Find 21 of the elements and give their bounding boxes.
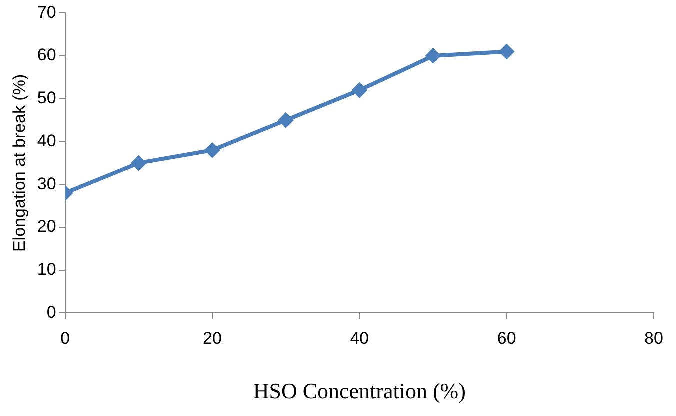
point xyxy=(130,155,147,172)
x-tick-label: 0 xyxy=(60,329,70,348)
y-tick-label: 70 xyxy=(37,2,56,22)
y-tick-label: 50 xyxy=(37,88,56,108)
point xyxy=(352,82,368,98)
point xyxy=(425,48,442,64)
point xyxy=(204,142,220,158)
y-tick-label: 10 xyxy=(37,260,56,280)
y-tick-label: 0 xyxy=(46,302,56,322)
x-axis-title: HSO Concentration (%) xyxy=(253,378,466,404)
x-tick-label: 60 xyxy=(497,329,516,348)
y-tick-label: 30 xyxy=(37,174,56,194)
x-tick-label: 20 xyxy=(203,329,222,348)
point xyxy=(498,44,515,60)
y-tick-label: 40 xyxy=(37,131,56,150)
x-tick-label: 80 xyxy=(644,329,664,348)
y-tick-label: 20 xyxy=(37,217,56,236)
y-tick-label: 60 xyxy=(37,46,56,65)
x-tick-label: 40 xyxy=(350,329,370,348)
point xyxy=(278,112,294,128)
y-axis-title: Elongation at break (%) xyxy=(10,74,29,252)
